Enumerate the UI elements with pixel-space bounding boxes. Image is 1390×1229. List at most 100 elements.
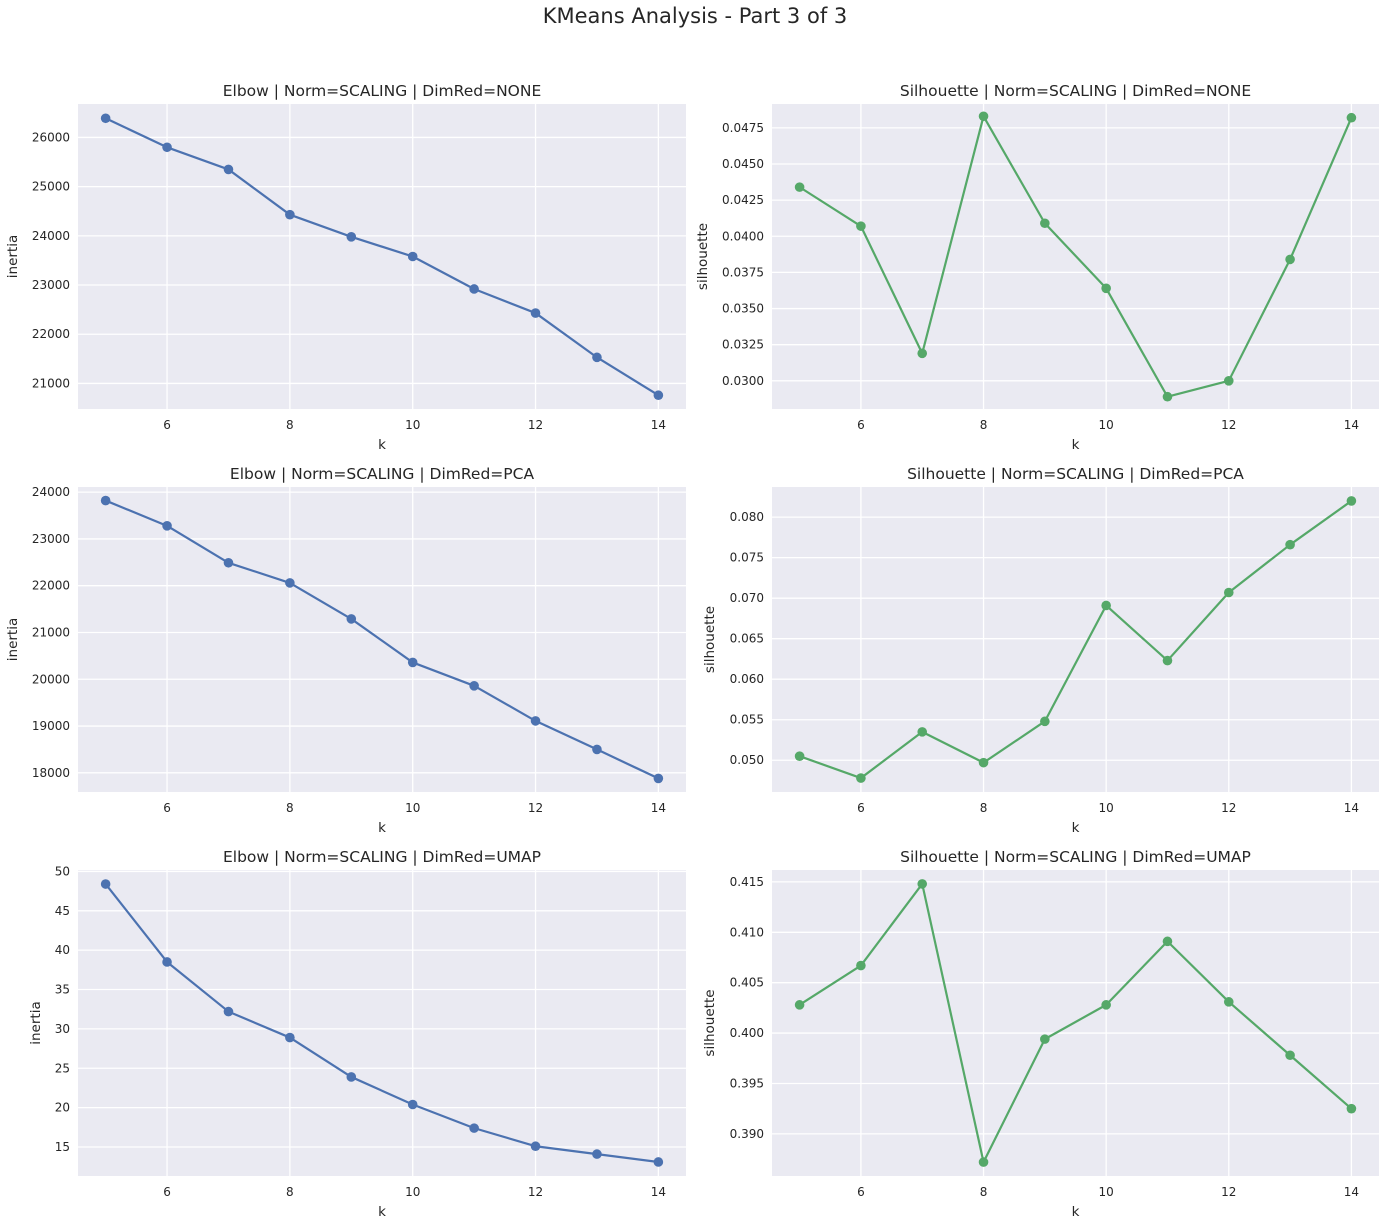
- data-point: [1346, 112, 1357, 123]
- data-point: [653, 773, 664, 784]
- y-tick-label: 0.410: [730, 925, 764, 939]
- y-tick-label: 0.070: [730, 591, 764, 605]
- y-tick-label: 0.075: [730, 551, 764, 565]
- y-axis-label: inertia: [28, 1001, 44, 1044]
- y-tick-label: 21000: [32, 376, 70, 390]
- data-point: [1223, 376, 1234, 386]
- data-point: [653, 1157, 664, 1167]
- y-tick-label: 45: [55, 904, 70, 918]
- y-tick-label: 20: [55, 1101, 70, 1115]
- y-tick-label: 40: [55, 943, 70, 957]
- x-axis-label: k: [1072, 820, 1080, 836]
- data-point: [794, 751, 805, 761]
- y-tick-label: 35: [55, 983, 70, 997]
- x-tick-label: 8: [980, 418, 988, 432]
- y-tick-label: 0.0450: [722, 157, 764, 171]
- data-point: [1040, 716, 1050, 727]
- data-point: [1285, 1050, 1295, 1061]
- plot-area: [772, 487, 1379, 792]
- series-line: [798, 882, 1353, 1164]
- y-tick-label: 0.0475: [722, 121, 764, 135]
- x-tick-label: 10: [1099, 1185, 1114, 1199]
- x-tick-label: 10: [405, 418, 420, 432]
- y-tick-label: 0.0400: [722, 229, 764, 243]
- y-tick-label: 0.390: [730, 1127, 764, 1141]
- data-point: [917, 727, 928, 737]
- data-point: [1162, 655, 1173, 666]
- x-tick-label: 8: [286, 418, 294, 432]
- data-point: [653, 390, 664, 401]
- x-tick-label: 6: [857, 418, 865, 432]
- x-tick-label: 14: [1344, 801, 1359, 815]
- y-tick-label: 22000: [32, 579, 70, 593]
- x-tick-label: 8: [980, 801, 988, 815]
- data-point: [1346, 496, 1357, 506]
- plot-area: [78, 870, 686, 1176]
- x-tick-label: 10: [1099, 418, 1114, 432]
- data-point: [1101, 600, 1111, 611]
- data-point: [530, 716, 541, 726]
- x-axis-label: k: [1072, 437, 1080, 453]
- data-point: [856, 221, 866, 231]
- y-tick-label: 0.400: [730, 1026, 764, 1040]
- data-point: [978, 1157, 989, 1167]
- x-tick-label: 12: [1221, 1185, 1236, 1199]
- y-tick-label: 25000: [32, 180, 70, 194]
- y-tick-label: 20000: [32, 672, 70, 686]
- y-tick-label: 21000: [32, 625, 70, 639]
- plot-area: [78, 104, 686, 409]
- y-tick-label: 25: [55, 1061, 70, 1075]
- data-point: [469, 681, 479, 691]
- data-point: [285, 578, 295, 588]
- data-point: [162, 142, 172, 153]
- x-tick-label: 6: [163, 418, 171, 432]
- data-point: [530, 308, 541, 318]
- y-tick-label: 0.080: [730, 510, 764, 524]
- series-line: [105, 499, 659, 780]
- data-point: [1101, 283, 1111, 294]
- y-tick-label: 0.0300: [722, 374, 764, 388]
- data-point: [100, 113, 111, 124]
- y-tick-label: 0.0375: [722, 265, 764, 279]
- data-point: [1101, 1000, 1111, 1010]
- y-tick-label: 0.0425: [722, 193, 764, 207]
- data-point: [346, 1072, 357, 1082]
- data-point: [285, 209, 295, 220]
- data-point: [162, 521, 172, 531]
- y-tick-label: 0.050: [730, 753, 764, 767]
- x-tick-label: 10: [1099, 801, 1114, 815]
- x-tick-label: 10: [405, 1185, 420, 1199]
- y-tick-label: 30: [55, 1022, 70, 1036]
- subplot-3: 6 8 10 12 14 18000 19000 20000 21000 22000 23000 24…: [5, 465, 686, 836]
- x-tick-label: 12: [1221, 801, 1236, 815]
- subplot-2: 6 8 10 12 14 0.0300 0.0325 0.0350 0.0375 0.0400 0.…: [695, 82, 1379, 453]
- subplot-title: Elbow | Norm=SCALING | DimRed=PCA: [230, 465, 535, 483]
- data-point: [978, 757, 989, 768]
- y-tick-label: 0.0325: [722, 338, 764, 352]
- y-tick-label: 26000: [32, 130, 70, 144]
- data-point: [856, 773, 866, 783]
- y-tick-label: 0.405: [730, 976, 764, 990]
- data-point: [223, 1006, 234, 1017]
- subplot-title: Silhouette | Norm=SCALING | DimRed=PCA: [907, 465, 1244, 483]
- x-tick-label: 8: [286, 801, 294, 815]
- y-tick-label: 22000: [32, 327, 70, 341]
- x-tick-label: 12: [528, 801, 543, 815]
- data-point: [1285, 254, 1295, 265]
- data-point: [917, 348, 928, 359]
- y-tick-label: 23000: [32, 532, 70, 546]
- data-point: [794, 182, 805, 192]
- y-tick-label: 19000: [32, 719, 70, 733]
- data-point: [407, 251, 418, 262]
- data-point: [530, 1141, 541, 1152]
- x-tick-label: 6: [163, 801, 171, 815]
- data-point: [100, 879, 111, 889]
- data-point: [285, 1032, 295, 1043]
- x-tick-label: 14: [651, 801, 666, 815]
- x-tick-label: 10: [405, 801, 420, 815]
- y-tick-label: 18000: [32, 766, 70, 780]
- x-tick-label: 12: [1221, 418, 1236, 432]
- data-point: [1040, 1034, 1050, 1044]
